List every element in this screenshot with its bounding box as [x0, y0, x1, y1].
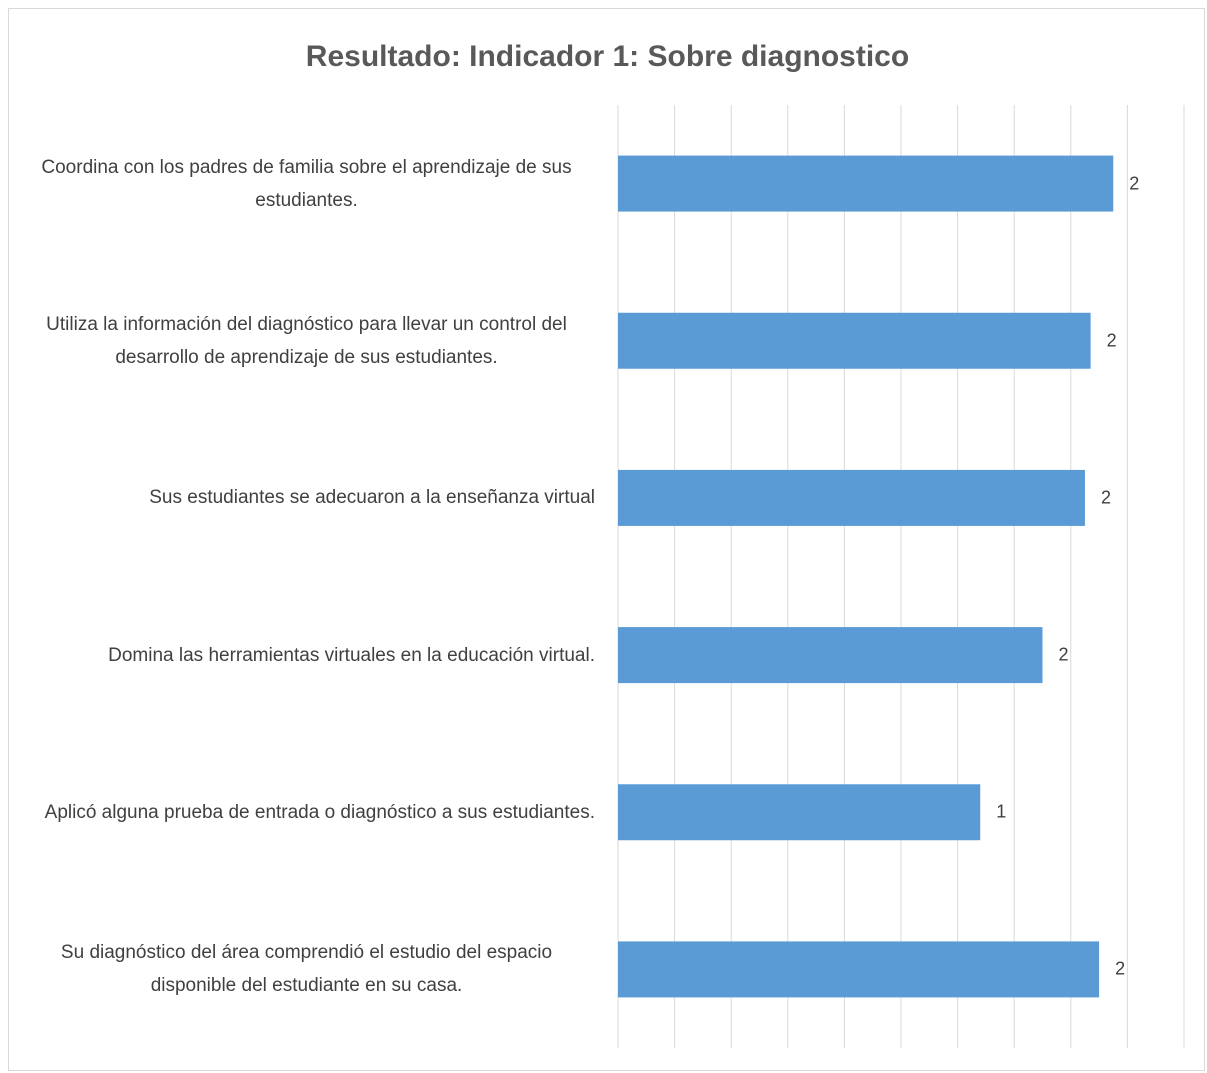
data-label: 2 — [1115, 958, 1126, 979]
y-tick-label: Su diagnóstico del área comprendió el es… — [60, 942, 553, 997]
bar — [618, 312, 1091, 369]
y-tick-label: Utiliza la información del diagnóstico p… — [46, 313, 567, 368]
y-tick-label-box: Domina las herramientas virtuales en la … — [18, 595, 595, 715]
y-tick-label-box: Su diagnóstico del área comprendió el es… — [18, 909, 595, 1029]
bar — [618, 941, 1100, 998]
chart-frame — [8, 8, 1205, 1071]
data-label: 2 — [1106, 330, 1117, 351]
data-label: 2 — [1100, 487, 1111, 508]
bar — [618, 155, 1114, 212]
y-tick-label-box: Sus estudiantes se adecuaron a la enseña… — [18, 438, 595, 558]
y-tick-label-box: Utiliza la información del diagnóstico p… — [18, 281, 595, 401]
y-tick-label-box: Coordina con los padres de familia sobre… — [18, 124, 595, 244]
bar — [618, 469, 1085, 526]
bar — [618, 627, 1043, 684]
chart-title: Resultado: Indicador 1: Sobre diagnostic… — [305, 40, 910, 73]
bar — [618, 784, 981, 841]
y-tick-label: Sus estudiantes se adecuaron a la enseña… — [149, 487, 595, 509]
y-tick-label: Coordina con los padres de familia sobre… — [41, 156, 572, 211]
data-label: 2 — [1058, 644, 1069, 665]
y-tick-label: Domina las herramientas virtuales en la … — [108, 644, 595, 666]
data-label: 1 — [996, 801, 1007, 822]
data-label: 2 — [1129, 173, 1140, 194]
y-tick-label: Aplicó alguna prueba de entrada o diagnó… — [44, 801, 595, 823]
y-tick-label-box: Aplicó alguna prueba de entrada o diagnó… — [18, 752, 595, 872]
